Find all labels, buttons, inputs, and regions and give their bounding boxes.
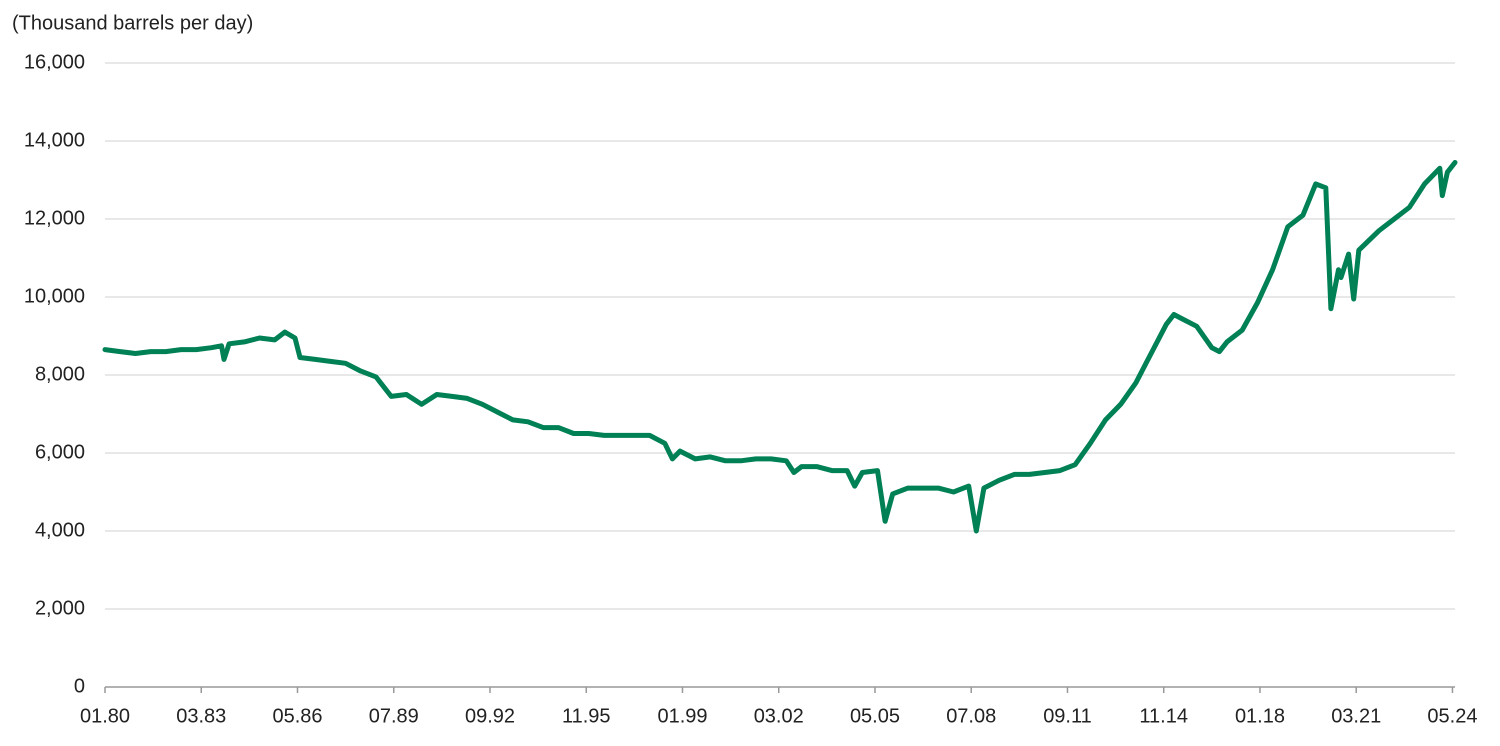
x-tick-label: 11.14 bbox=[1139, 705, 1188, 727]
y-axis-label: (Thousand barrels per day) bbox=[12, 12, 253, 34]
x-tick-label: 03.21 bbox=[1331, 705, 1381, 727]
y-tick-label: 8,000 bbox=[35, 363, 85, 385]
x-tick-label: 05.05 bbox=[850, 705, 900, 727]
y-tick-label: 14,000 bbox=[24, 129, 85, 151]
y-tick-label: 2,000 bbox=[35, 597, 85, 619]
y-tick-label: 6,000 bbox=[35, 441, 85, 463]
x-tick-label: 05.24 bbox=[1427, 705, 1477, 727]
x-tick-label: 01.80 bbox=[80, 705, 130, 727]
x-tick-label: 09.11 bbox=[1043, 705, 1092, 727]
y-tick-label: 4,000 bbox=[35, 519, 85, 541]
x-tick-label: 01.99 bbox=[657, 705, 707, 727]
y-tick-label: 12,000 bbox=[24, 207, 85, 229]
x-tick-label: 03.02 bbox=[754, 705, 804, 727]
y-tick-label: 10,000 bbox=[24, 285, 85, 307]
x-tick-label: 05.86 bbox=[272, 705, 322, 727]
x-tick-label: 11.95 bbox=[562, 705, 611, 727]
x-tick-label: 07.08 bbox=[946, 705, 996, 727]
x-tick-label: 03.83 bbox=[176, 705, 226, 727]
x-tick-label: 09.92 bbox=[465, 705, 515, 727]
x-tick-label: 07.89 bbox=[369, 705, 419, 727]
y-tick-label: 0 bbox=[74, 675, 85, 697]
x-tick-label: 01.18 bbox=[1235, 705, 1285, 727]
y-tick-label: 16,000 bbox=[24, 51, 85, 73]
data-line bbox=[102, 160, 1458, 534]
